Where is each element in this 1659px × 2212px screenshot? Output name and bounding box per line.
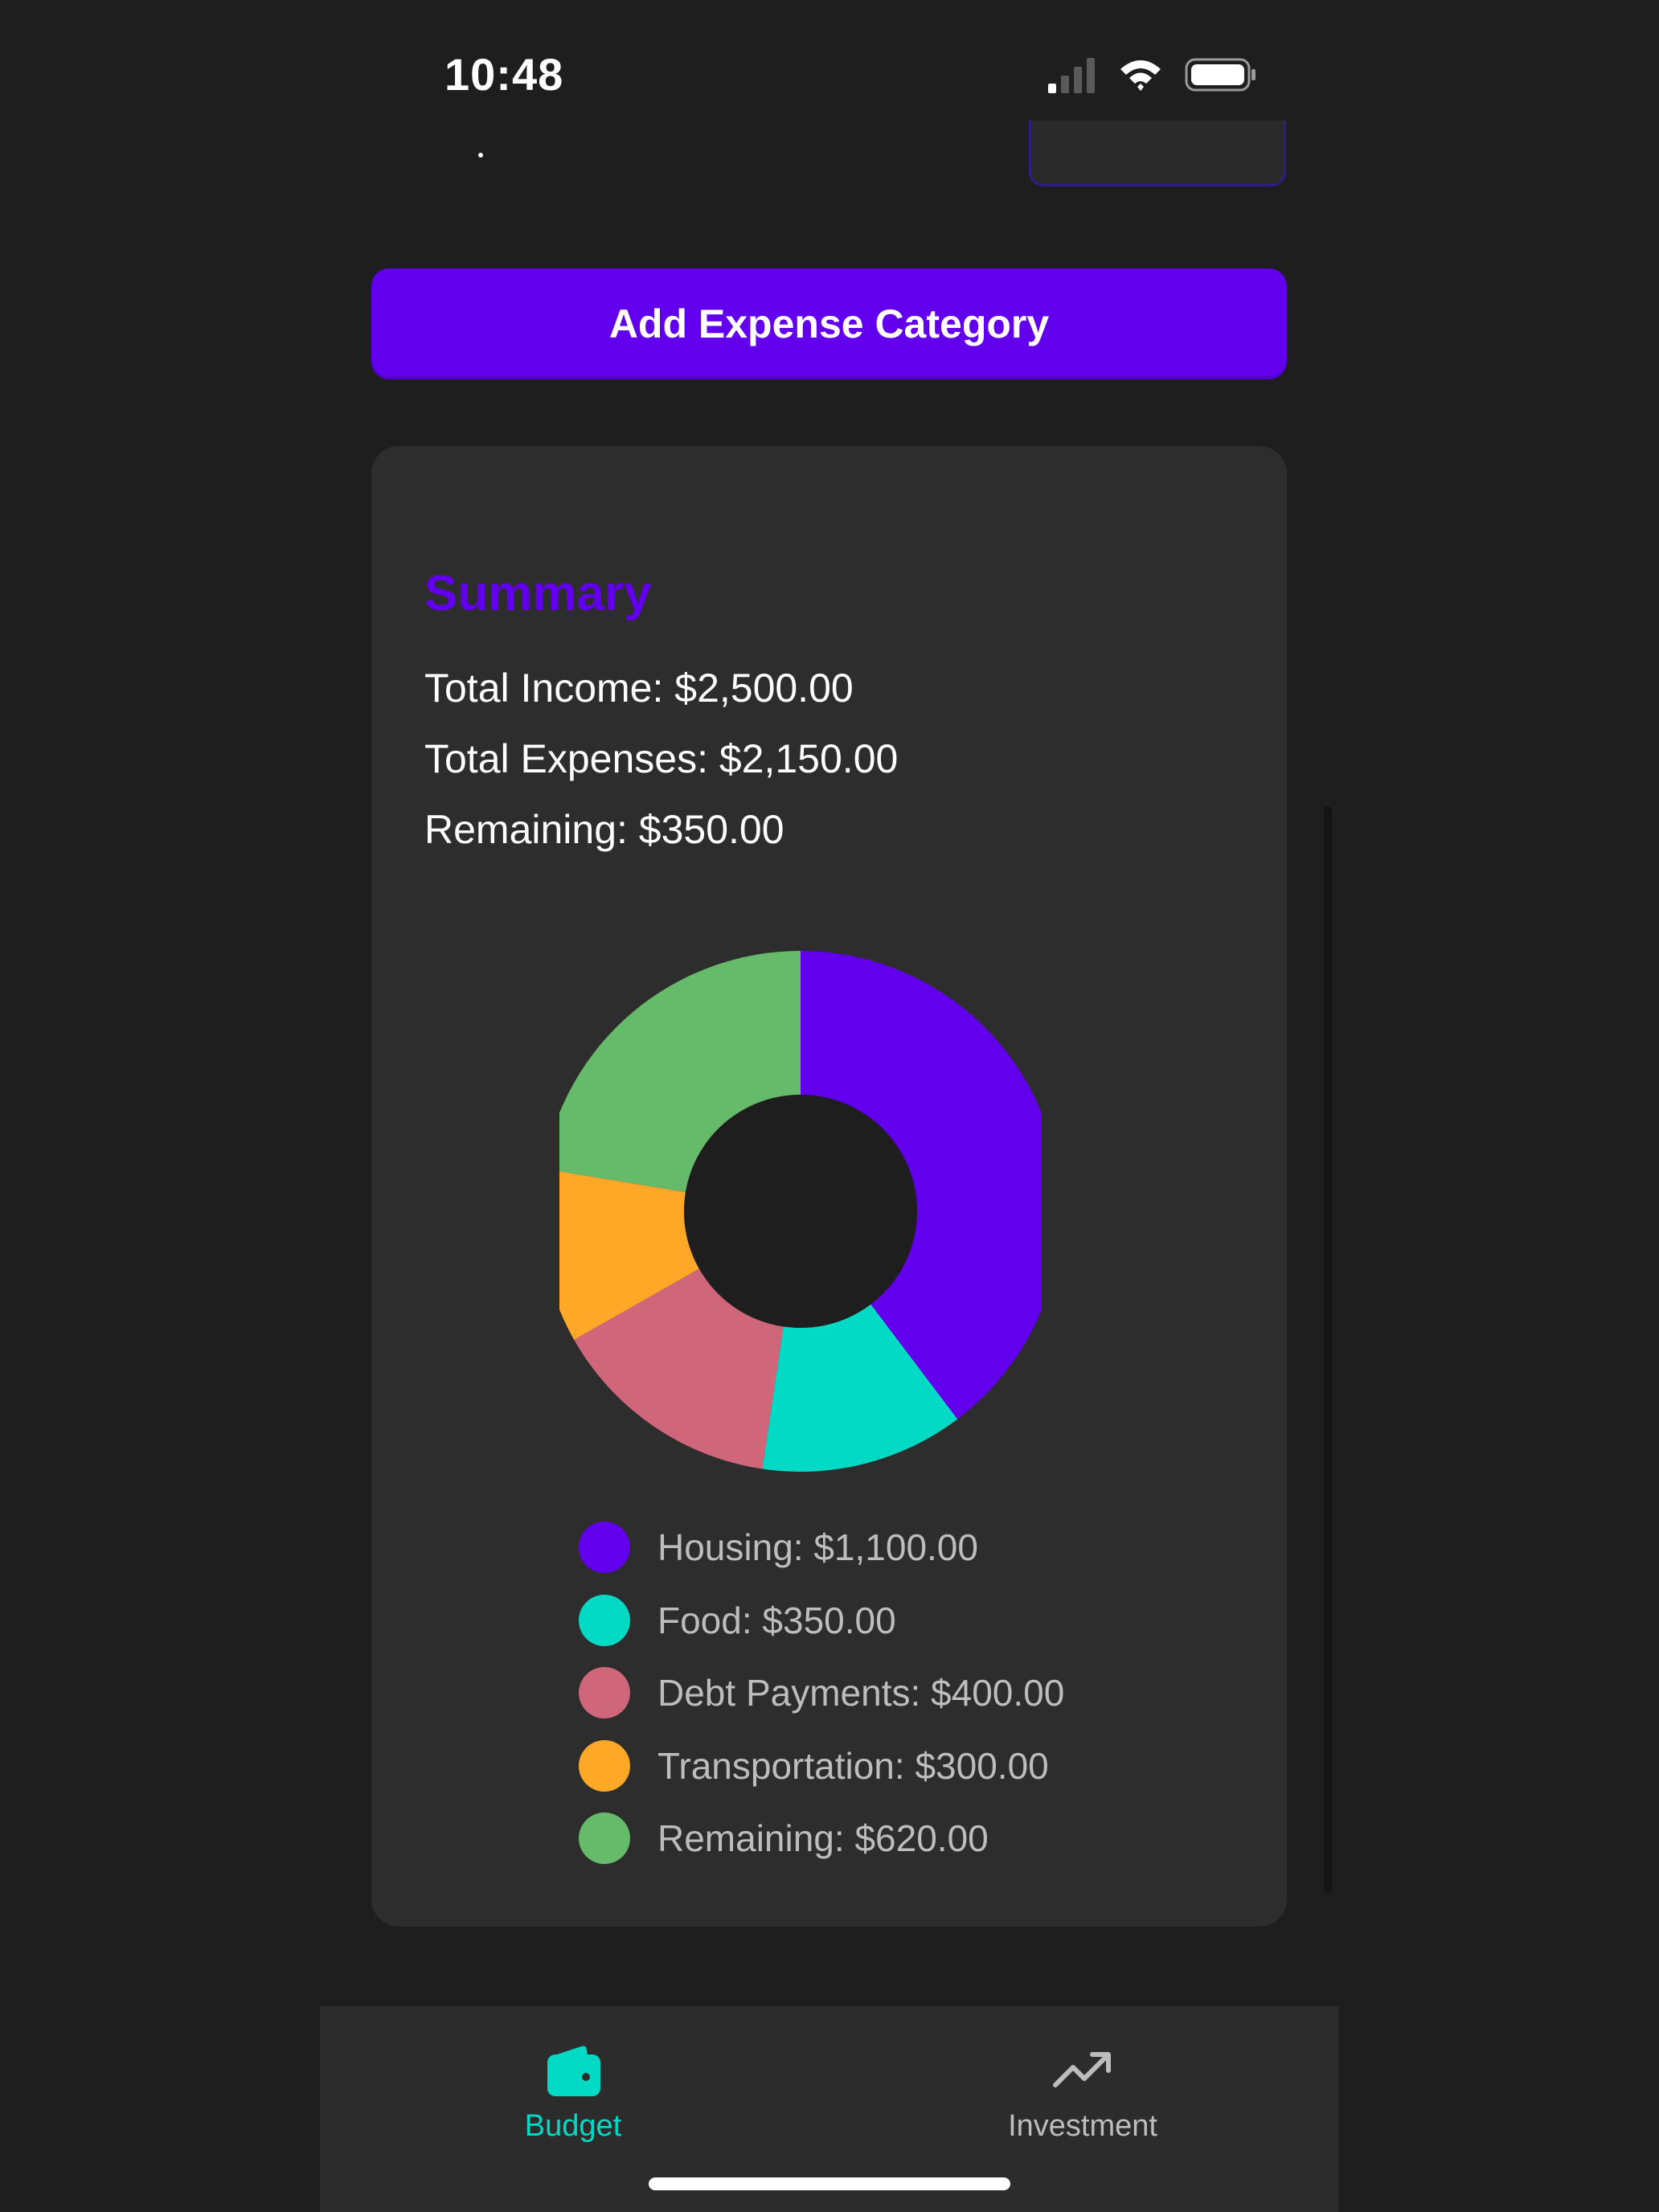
legend-color-dot bbox=[579, 1522, 630, 1574]
legend-item-remaining: Remaining: $620.00 bbox=[579, 1802, 1064, 1875]
donut-slice-remaining bbox=[559, 951, 801, 1193]
add-expense-category-button[interactable]: Add Expense Category bbox=[371, 268, 1287, 379]
legend-label: Food: $350.00 bbox=[657, 1599, 896, 1641]
battery-icon bbox=[1185, 58, 1256, 92]
legend-color-dot bbox=[579, 1813, 630, 1865]
legend-label: Housing: $1,100.00 bbox=[657, 1526, 978, 1569]
legend-label: Transportation: $300.00 bbox=[657, 1744, 1049, 1787]
scrollbar[interactable] bbox=[1324, 806, 1332, 1893]
remaining-text: Remaining: $350.00 bbox=[424, 807, 784, 852]
summary-title: Summary bbox=[424, 566, 652, 621]
status-time: 10:48 bbox=[444, 49, 564, 100]
legend-item-housing: Housing: $1,100.00 bbox=[579, 1511, 1064, 1584]
expense-donut-chart bbox=[559, 930, 1042, 1493]
legend-item-transportation: Transportation: $300.00 bbox=[579, 1730, 1064, 1803]
wifi-icon bbox=[1120, 60, 1161, 91]
donut-chart-svg bbox=[559, 951, 1042, 1472]
legend-color-dot bbox=[579, 1594, 630, 1646]
donut-slice-housing bbox=[801, 951, 1042, 1419]
summary-card: Summary Total Income: $2,500.00 Total Ex… bbox=[371, 446, 1287, 1927]
donut-hole bbox=[684, 1095, 917, 1328]
home-indicator bbox=[649, 2177, 1010, 2190]
amount-input-fragment[interactable] bbox=[1029, 121, 1286, 186]
legend-label: Remaining: $620.00 bbox=[657, 1817, 989, 1860]
legend-color-dot bbox=[579, 1667, 630, 1719]
legend-label: Debt Payments: $400.00 bbox=[657, 1672, 1065, 1714]
nav-tab-budget[interactable]: Budget bbox=[453, 2006, 694, 2167]
chart-legend: Housing: $1,100.00 Food: $350.00 Debt Paym… bbox=[579, 1511, 1064, 1875]
legend-item-debt-payments: Debt Payments: $400.00 bbox=[579, 1657, 1064, 1730]
donut-slice-transportation bbox=[559, 1171, 699, 1340]
trending-up-icon bbox=[1053, 2052, 1111, 2087]
scrolled-content-fragment bbox=[478, 153, 483, 158]
donut-slice-food bbox=[762, 1304, 958, 1472]
legend-color-dot bbox=[579, 1739, 630, 1792]
nav-label-investment: Investment bbox=[1008, 2109, 1157, 2143]
total-income-text: Total Income: $2,500.00 bbox=[424, 666, 854, 711]
donut-slice-debt-payments bbox=[574, 1268, 784, 1469]
status-icons bbox=[1047, 53, 1257, 96]
total-expenses-text: Total Expenses: $2,150.00 bbox=[424, 736, 899, 781]
nav-tab-investment[interactable]: Investment bbox=[962, 2006, 1203, 2167]
legend-item-food: Food: $350.00 bbox=[579, 1584, 1064, 1657]
nav-label-budget: Budget bbox=[524, 2109, 622, 2143]
wallet-icon bbox=[547, 2046, 600, 2096]
cellular-signal-icon bbox=[1048, 58, 1095, 93]
